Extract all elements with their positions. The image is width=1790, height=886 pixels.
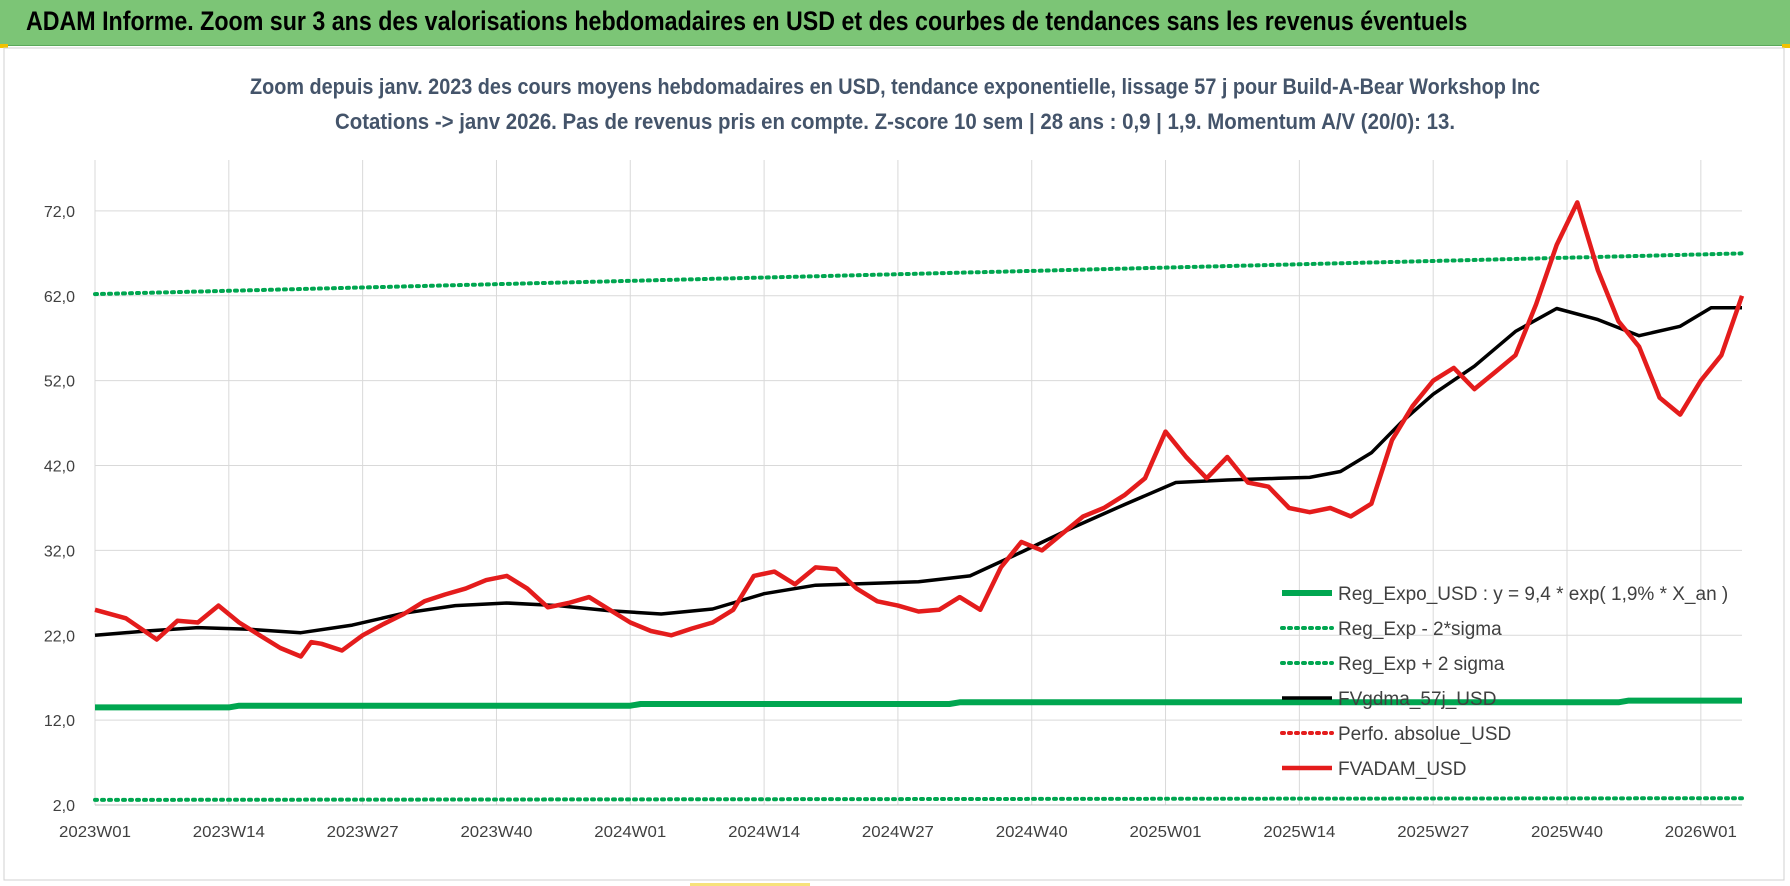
x-tick-label: 2023W40 (460, 824, 532, 841)
series-line-1 (93, 796, 1744, 802)
legend-label: FVADAM_USD (1338, 759, 1466, 780)
series-line-0 (95, 697, 1742, 711)
legend-label: FVgdma_57j_USD (1338, 689, 1496, 710)
y-tick-label: 52,0 (44, 374, 75, 391)
title-banner: ADAM Informe. Zoom sur 3 ans des valoris… (0, 0, 1790, 46)
y-tick-label: 12,0 (44, 713, 75, 730)
x-tick-label: 2023W01 (59, 824, 131, 841)
bottom-marker (690, 883, 810, 886)
x-tick-label: 2025W40 (1531, 824, 1603, 841)
y-tick-label: 2,0 (53, 798, 75, 815)
series-line-5 (94, 200, 1745, 659)
x-tick-label: 2023W14 (193, 824, 265, 841)
x-tick-label: 2024W14 (728, 824, 800, 841)
legend-label: Reg_Exp - 2*sigma (1338, 619, 1502, 640)
x-tick-label: 2024W40 (996, 824, 1068, 841)
x-tick-label: 2026W01 (1665, 824, 1737, 841)
x-tick-label: 2023W27 (327, 824, 399, 841)
legend-label: Reg_Exp + 2 sigma (1338, 654, 1505, 675)
y-tick-label: 42,0 (44, 459, 75, 476)
chart-frame (3, 47, 1785, 881)
y-tick-label: 32,0 (44, 543, 75, 560)
x-tick-label: 2025W27 (1397, 824, 1469, 841)
series-line-2 (93, 251, 1744, 297)
x-tick-label: 2025W14 (1263, 824, 1335, 841)
banner-title: ADAM Informe. Zoom sur 3 ans des valoris… (26, 6, 1468, 36)
x-tick-label: 2024W01 (594, 824, 666, 841)
corner-marker-left (0, 44, 8, 48)
chart-title: Zoom depuis janv. 2023 des cours moyens … (250, 74, 1540, 99)
x-tick-label: 2024W27 (862, 824, 934, 841)
legend-label: Reg_Expo_USD : y = 9,4 * exp( 1,9% * X_a… (1338, 584, 1728, 605)
y-tick-label: 22,0 (44, 628, 75, 645)
corner-marker-right (1782, 44, 1790, 48)
y-tick-label: 62,0 (44, 289, 75, 306)
y-tick-label: 72,0 (44, 204, 75, 221)
x-tick-label: 2025W01 (1130, 824, 1202, 841)
legend-label: Perfo. absolue_USD (1338, 724, 1511, 745)
chart-subtitle: Cotations -> janv 2026. Pas de revenus p… (335, 109, 1455, 134)
